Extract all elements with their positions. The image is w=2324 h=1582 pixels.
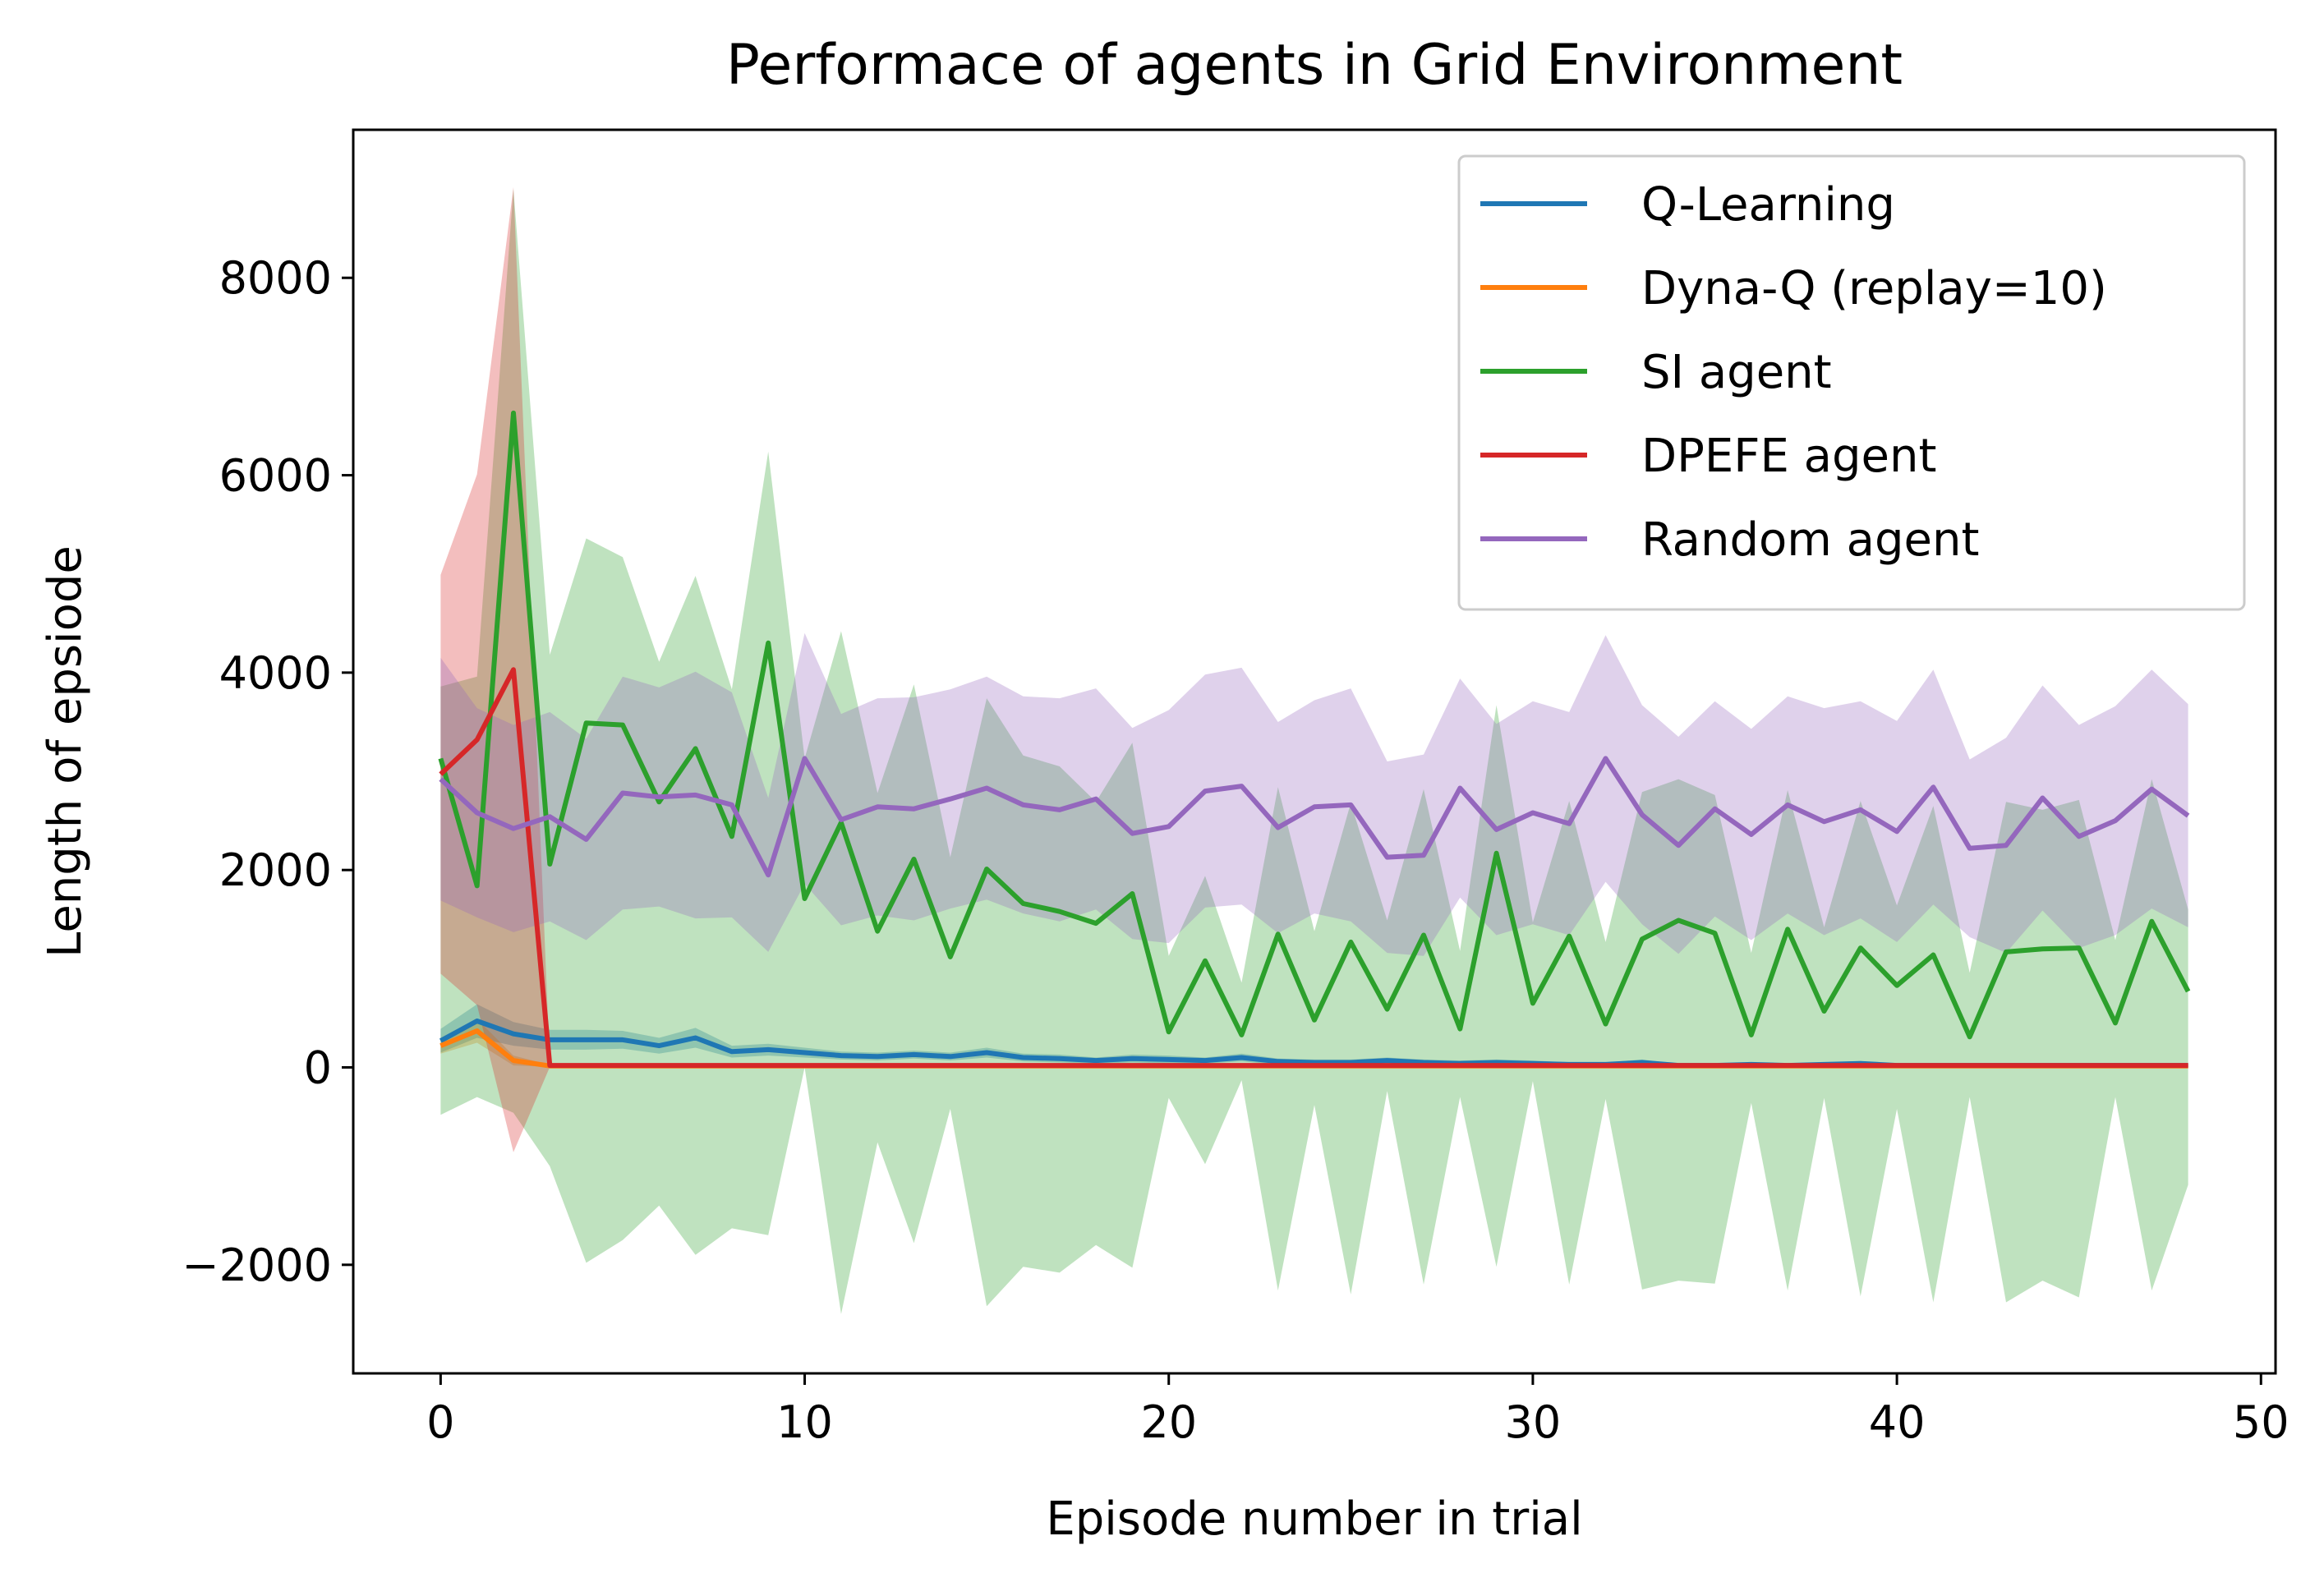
x-tick-label: 10 <box>776 1396 833 1448</box>
legend-box <box>1457 154 2246 611</box>
legend-label-si-agent: SI agent <box>1641 346 1832 399</box>
x-tick-label: 0 <box>426 1396 454 1448</box>
y-axis-label: Length of epsiode <box>39 545 92 958</box>
x-axis-ticks: 0 10 20 30 40 50 <box>426 1373 2289 1448</box>
chart-title: Performace of agents in Grid Environment <box>726 33 1903 98</box>
x-tick-label: 30 <box>1505 1396 1562 1448</box>
legend-label-q-learning: Q-Learning <box>1641 178 1895 232</box>
y-tick-label: 2000 <box>219 844 332 896</box>
y-tick-label: −2000 <box>182 1239 332 1291</box>
series-lines <box>438 410 2191 1069</box>
x-tick-label: 50 <box>2233 1396 2289 1448</box>
random-agent-line <box>439 756 2190 878</box>
dpefe-agent-line <box>439 667 2188 1069</box>
random-agent-band <box>440 632 2188 956</box>
legend-label-dyna-q-replay-10: Dyna-Q (replay=10) <box>1641 262 2107 315</box>
legend: Q-Learning Dyna-Q (replay=10) SI agent DPEF… <box>1457 154 2246 611</box>
plot-frame <box>352 128 2277 1375</box>
y-tick-label: 8000 <box>219 252 332 304</box>
y-tick-label: 4000 <box>219 647 332 699</box>
x-tick-label: 40 <box>1869 1396 1926 1448</box>
y-tick-label: 6000 <box>219 450 332 502</box>
x-axis-label: Episode number in trial <box>1046 1492 1582 1546</box>
y-tick-label: 0 <box>304 1042 332 1094</box>
legend-label-dpefe-agent: DPEFE agent <box>1641 430 1936 483</box>
y-axis-ticks: −2000 0 2000 4000 6000 8000 <box>182 252 353 1291</box>
si-agent-line <box>438 410 2191 1040</box>
x-tick-label: 20 <box>1140 1396 1197 1448</box>
legend-label-random-agent: Random agent <box>1641 513 1979 567</box>
